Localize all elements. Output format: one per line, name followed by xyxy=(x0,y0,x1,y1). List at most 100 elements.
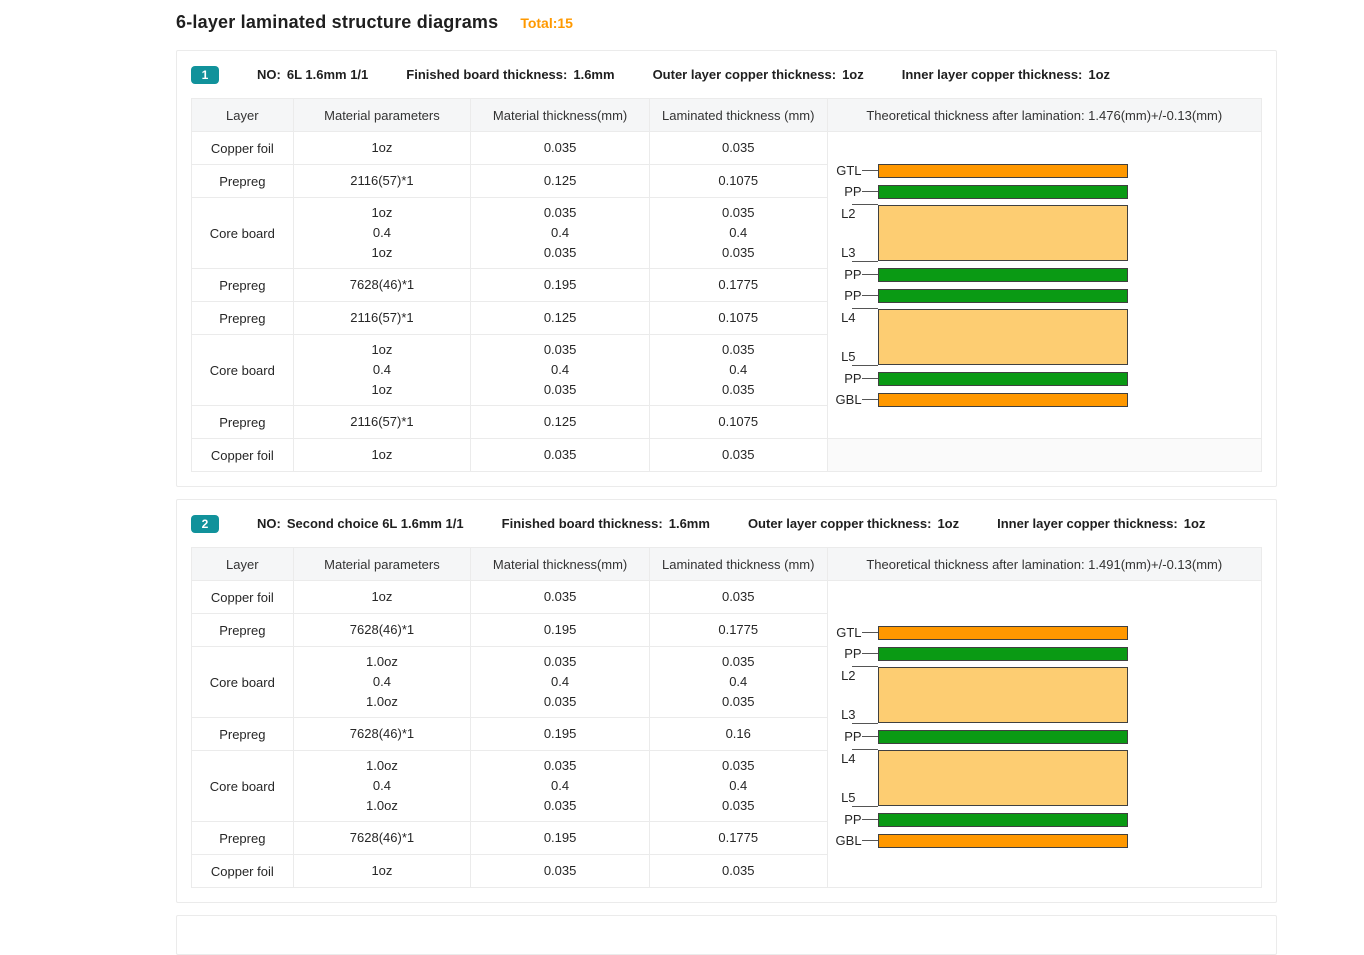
stack-label: L2 xyxy=(841,668,856,683)
material-cell: 0.035 xyxy=(470,854,650,888)
params-cell: 1oz xyxy=(292,438,472,472)
stack-label: PP xyxy=(844,646,862,661)
table-row: Core board 1.0oz 0.4 1.0oz 0.035 0.4 0.035 0.03… xyxy=(191,750,1262,822)
material-value: 0.195 xyxy=(543,830,577,845)
params-value: 7628(46)*1 xyxy=(349,622,415,637)
leader-line xyxy=(851,308,878,309)
params-cell: 7628(46)*1 xyxy=(292,821,472,855)
core-board-bar xyxy=(877,667,1128,723)
core-bottom-label-group: L3 xyxy=(828,707,878,724)
core-board-bar xyxy=(877,205,1128,261)
laminated-value: 0.035 xyxy=(721,798,755,813)
prepreg-bar xyxy=(877,812,1128,827)
material-value: 0.125 xyxy=(543,310,577,325)
panel-meta-label: Finished board thickness: xyxy=(406,67,568,82)
laminated-value: 0.035 xyxy=(721,863,755,878)
material-value: 0.035 xyxy=(543,205,577,220)
next-panel-stub xyxy=(176,915,1277,955)
page-title: 6-layer laminated structure diagrams xyxy=(176,12,499,32)
laminated-cell: 0.1075 xyxy=(648,405,828,439)
panel-meta-value: 1oz xyxy=(842,67,864,82)
leader-line xyxy=(851,806,878,807)
params-value: 2116(57)*1 xyxy=(350,310,414,325)
stack-label: L5 xyxy=(841,349,856,364)
stack-layer-pp: PP xyxy=(828,267,1261,282)
stack-layer-core: L4 L5 xyxy=(841,308,1128,366)
params-value: 1.0oz xyxy=(366,654,398,669)
leader-line xyxy=(861,399,878,400)
table-head: Layer Material parameters Material thickne… xyxy=(191,98,1263,132)
leader-line xyxy=(861,736,878,737)
stack-layer-core: L4 L5 xyxy=(841,749,1128,807)
stack-layer-pp: PP xyxy=(828,371,1261,386)
table-row: Copper foil 1oz 0.035 0.035 xyxy=(191,438,1263,472)
stack-layer-pp: PP xyxy=(828,184,1261,199)
material-value: 0.125 xyxy=(543,414,577,429)
layer-cell: Copper foil xyxy=(191,854,294,888)
params-value: 7628(46)*1 xyxy=(349,830,415,845)
material-cell: 0.195 xyxy=(470,821,650,855)
panel-meta-item: Finished board thickness: 1.6mm xyxy=(406,67,614,82)
laminated-cell: 0.16 xyxy=(648,717,828,751)
core-bottom-label-group: L5 xyxy=(828,349,878,366)
panel-meta-item: NO: 6L 1.6mm 1/1 xyxy=(257,67,368,82)
table-header-cell: Layer xyxy=(191,547,294,581)
params-value: 1oz xyxy=(371,245,393,260)
material-value: 0.195 xyxy=(543,622,577,637)
table-row: Core board 1oz 0.4 1oz 0.035 0.4 0.035 0.035 0.4… xyxy=(191,334,1262,406)
laminated-value: 0.16 xyxy=(725,726,751,741)
params-cell: 1oz 0.4 1oz xyxy=(292,334,472,406)
material-cell: 0.035 xyxy=(470,438,650,472)
material-value: 0.4 xyxy=(551,225,570,240)
core-bottom-label-group: L3 xyxy=(828,245,878,262)
leader-line xyxy=(851,365,878,366)
laminated-cell: 0.035 0.4 0.035 xyxy=(648,334,828,406)
table-row: Copper foil 1oz 0.035 0.035 GTL PP L2 L3 PP PP L4 L… xyxy=(191,131,1263,439)
layer-cell: Core board xyxy=(191,646,294,718)
layer-cell: Copper foil xyxy=(191,438,294,472)
table-body: Copper foil 1oz 0.035 0.035 GTL PP L2 L3 PP L4 L5 P… xyxy=(191,580,1263,888)
material-value: 0.125 xyxy=(543,173,577,188)
leader-line xyxy=(861,295,878,296)
laminated-cell: 0.1775 xyxy=(648,613,828,647)
leader-line xyxy=(861,274,878,275)
params-cell: 1.0oz 0.4 1.0oz xyxy=(292,646,472,718)
table-head: Layer Material parameters Material thickne… xyxy=(191,547,1263,581)
table-header-cell: Material parameters xyxy=(292,98,472,132)
laminated-value: 0.4 xyxy=(729,362,748,377)
table-header-cell: Material thickness(mm) xyxy=(470,98,650,132)
params-value: 2116(57)*1 xyxy=(350,414,414,429)
params-cell: 7628(46)*1 xyxy=(292,613,472,647)
laminated-cell: 0.1775 xyxy=(648,268,828,302)
stack-label: L3 xyxy=(841,707,856,722)
panel-meta-value: 1oz xyxy=(1183,516,1206,531)
table-row: Core board 1.0oz 0.4 1.0oz 0.035 0.4 0.035 0.03… xyxy=(191,646,1262,718)
material-value: 0.035 xyxy=(543,758,577,773)
params-cell: 7628(46)*1 xyxy=(292,717,472,751)
panel-meta-value: 1oz xyxy=(1088,67,1111,82)
leader-line xyxy=(851,723,878,724)
leader-line xyxy=(851,666,878,667)
params-value: 1oz xyxy=(371,205,393,220)
laminated-value: 0.1075 xyxy=(718,173,759,188)
panel-meta-item: NO: Second choice 6L 1.6mm 1/1 xyxy=(257,516,464,531)
table-header-row: Layer Material parameters Material thickne… xyxy=(191,547,1263,581)
stack-layer-pp: PP xyxy=(828,729,1261,744)
stack-layer-foil: GBL xyxy=(828,392,1261,407)
stack-layer-foil: GTL xyxy=(828,625,1261,640)
panel-meta-label: Finished board thickness: xyxy=(501,516,663,531)
stack-label: GBL xyxy=(835,392,862,407)
material-value: 0.195 xyxy=(543,277,577,292)
laminated-value: 0.035 xyxy=(721,654,755,669)
laminated-cell: 0.035 0.4 0.035 xyxy=(648,646,828,718)
material-cell: 0.125 xyxy=(470,164,650,198)
laminated-value: 0.1775 xyxy=(718,277,759,292)
laminated-value: 0.035 xyxy=(721,382,755,397)
stack-label: GBL xyxy=(835,833,862,848)
layer-cell: Core board xyxy=(191,197,294,269)
params-cell: 7628(46)*1 xyxy=(292,268,472,302)
material-cell: 0.195 xyxy=(470,717,650,751)
material-value: 0.035 xyxy=(543,342,577,357)
copper-foil-bar xyxy=(877,163,1128,178)
stack-label: GTL xyxy=(836,163,862,178)
